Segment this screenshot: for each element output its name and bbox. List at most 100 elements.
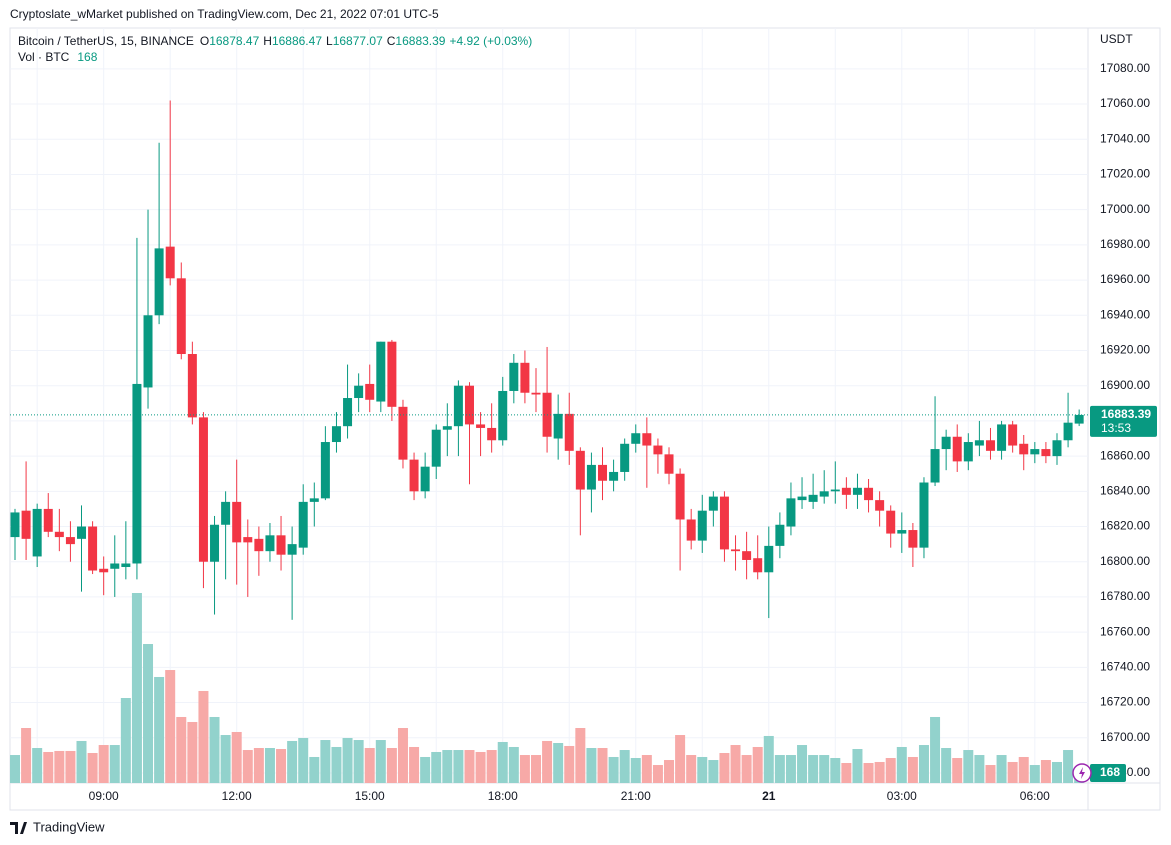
volume-bar xyxy=(641,755,652,783)
candle-body xyxy=(298,501,308,548)
candle-body xyxy=(886,510,896,534)
volume-bar xyxy=(774,755,785,783)
last-price-label: 16883.39 xyxy=(1101,407,1151,421)
candle-body xyxy=(686,519,696,541)
candle-body xyxy=(309,498,319,502)
candle-body xyxy=(864,487,874,501)
x-tick-label: 12:00 xyxy=(222,789,252,803)
candle-body xyxy=(376,341,386,402)
volume-bar xyxy=(364,748,375,783)
volume-bar xyxy=(785,755,796,783)
volume-bar xyxy=(253,748,264,783)
y-tick-label: 16900.00 xyxy=(1100,378,1150,392)
x-tick-label: 03:00 xyxy=(887,789,917,803)
volume-bar xyxy=(54,750,65,783)
y-tick-label: 16940.00 xyxy=(1100,307,1150,321)
y-tick-label: 17080.00 xyxy=(1100,61,1150,75)
volume-bar xyxy=(708,760,719,783)
y-tick-label: 17040.00 xyxy=(1100,131,1150,145)
candle-body xyxy=(697,510,707,541)
candle-body xyxy=(941,436,951,450)
candle-body xyxy=(1008,424,1018,446)
y-tick-label: 17020.00 xyxy=(1100,167,1150,181)
volume-bar xyxy=(298,738,309,783)
candle-body xyxy=(265,535,275,552)
y-tick-label: 17060.00 xyxy=(1100,96,1150,110)
y-tick-label: 16860.00 xyxy=(1100,448,1150,462)
candle-body xyxy=(221,501,231,525)
volume-bar xyxy=(120,698,131,783)
candle-body xyxy=(498,390,508,441)
candle-body xyxy=(919,482,929,548)
candle-body xyxy=(875,500,885,511)
candle-body xyxy=(54,531,64,538)
volume-bar xyxy=(575,728,586,783)
volume-bar xyxy=(741,755,752,783)
x-tick-label: 15:00 xyxy=(355,789,385,803)
candle-body xyxy=(464,385,474,425)
volume-bar xyxy=(852,749,863,783)
candle-body xyxy=(210,524,220,562)
candle-body xyxy=(897,530,907,534)
volume-title: Vol · BTC xyxy=(18,50,70,64)
candle-body xyxy=(121,563,131,568)
publisher-line: Cryptoslate_wMarket published on Trading… xyxy=(10,7,439,21)
legend-letter: H xyxy=(263,34,272,48)
countdown: 13:53 xyxy=(1101,421,1131,435)
volume-bar xyxy=(519,755,530,783)
volume-bar xyxy=(930,716,941,783)
volume-bar xyxy=(453,750,464,783)
y-tick-label: 16720.00 xyxy=(1100,695,1150,709)
volume-bar xyxy=(808,755,819,783)
candle-body xyxy=(176,278,186,355)
legend-letter: O xyxy=(200,34,209,48)
volume-bar xyxy=(952,758,963,783)
volume-bar xyxy=(830,758,841,783)
volume-bar xyxy=(442,750,453,783)
x-tick-label: 21:00 xyxy=(621,789,651,803)
candle-body xyxy=(198,417,208,562)
y-tick-label: 16840.00 xyxy=(1100,483,1150,497)
volume-bar xyxy=(885,758,896,783)
volume-bar xyxy=(664,760,675,783)
candle-body xyxy=(320,442,330,499)
volume-bar xyxy=(1007,761,1018,783)
candle-body xyxy=(985,440,995,451)
candle-body xyxy=(764,545,774,573)
volume-bar xyxy=(730,745,741,783)
volume-layer xyxy=(10,593,1085,783)
volume-bar xyxy=(508,746,519,783)
legend-value: 16878.47 xyxy=(209,34,259,48)
candle-body xyxy=(830,489,840,492)
volume-bar xyxy=(165,670,176,783)
candle-body xyxy=(930,449,940,483)
volume-bar xyxy=(353,740,364,783)
candle-body xyxy=(819,491,829,497)
volume-bar xyxy=(109,745,120,783)
candle-body xyxy=(165,246,175,279)
candle-body xyxy=(254,538,264,552)
volume-bar xyxy=(819,755,830,783)
volume-bar xyxy=(863,763,874,783)
volume-bar xyxy=(475,751,486,783)
candle-body xyxy=(531,392,541,395)
volume-bar xyxy=(652,765,663,783)
candle-body xyxy=(110,563,120,569)
candle-body xyxy=(99,568,109,573)
volume-bar xyxy=(198,690,209,783)
candle-body xyxy=(1041,449,1051,457)
volume-bar xyxy=(320,740,331,783)
candle-body xyxy=(287,544,297,555)
candle-body xyxy=(32,508,42,557)
volume-bar xyxy=(386,748,397,783)
chart-frame xyxy=(9,27,1161,811)
candle-body xyxy=(719,496,729,550)
candle-body xyxy=(952,436,962,462)
candle-body xyxy=(476,424,486,428)
candle-body xyxy=(841,487,851,495)
candle-body xyxy=(742,551,752,560)
volume-bar xyxy=(65,750,76,783)
volume-bar xyxy=(409,746,420,783)
volume-bar xyxy=(21,728,32,783)
